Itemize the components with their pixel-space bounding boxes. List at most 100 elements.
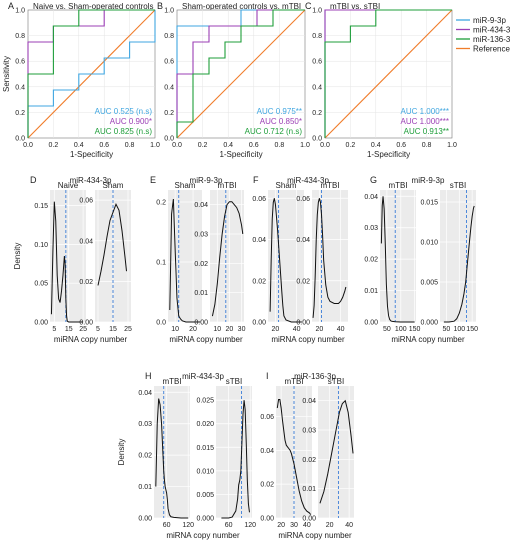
facet-panel bbox=[168, 190, 202, 322]
density-curve bbox=[269, 198, 302, 323]
y-tick-label: 0.025 bbox=[196, 398, 214, 405]
density-curve bbox=[319, 399, 354, 504]
roc-curve-mir-9-3p bbox=[27, 10, 156, 138]
y-tick-label: 0.4 bbox=[164, 84, 174, 91]
auc-label: AUC 0.975** bbox=[257, 107, 302, 116]
y-tick-label: 0.8 bbox=[164, 33, 174, 40]
density-curve bbox=[169, 198, 201, 323]
y-tick-label: 0.04 bbox=[138, 390, 152, 397]
roc-curve-mir-136-3p bbox=[27, 9, 155, 138]
x-tick-label: 0.2 bbox=[49, 142, 59, 149]
x-tick-label: 0.2 bbox=[198, 142, 208, 149]
x-tick-label: 1.0 bbox=[300, 142, 310, 149]
panel-letter: E bbox=[150, 175, 156, 185]
x-tick-label: 40 bbox=[293, 326, 301, 333]
x-tick-label: 40 bbox=[303, 522, 311, 529]
x-tick-label: 120 bbox=[182, 522, 194, 529]
y-tick-label: 0.010 bbox=[420, 240, 438, 247]
mirna-title: miR-9-3p bbox=[190, 176, 223, 185]
y-tick-label: 0.6 bbox=[312, 59, 322, 66]
y-tick-label: 0.0 bbox=[164, 136, 174, 143]
y-tick-label: 0.4 bbox=[15, 84, 25, 91]
x-tick-label: 40 bbox=[345, 522, 353, 529]
x-tick-label: 0.4 bbox=[371, 142, 381, 149]
x-tick-label: 10 bbox=[213, 326, 221, 333]
auc-label: AUC 0.712 (n.s) bbox=[245, 127, 303, 136]
x-tick-label: 0.0 bbox=[23, 142, 33, 149]
density-curve bbox=[312, 198, 347, 318]
y-tick-label: 0.01 bbox=[194, 290, 208, 297]
facet-label: Sham bbox=[103, 181, 124, 190]
x-tick-label: 0.4 bbox=[74, 142, 84, 149]
auc-label: AUC 0.900* bbox=[110, 117, 152, 126]
mirna-title: miR-434-3p bbox=[70, 176, 112, 185]
y-tick-label: 0.00 bbox=[138, 516, 152, 523]
x-tick-label: 0.2 bbox=[346, 142, 356, 149]
roc-curve-mir-136-3p bbox=[324, 9, 452, 138]
y-tick-label: 0.10 bbox=[34, 242, 48, 249]
y-tick-label: 0.02 bbox=[194, 261, 208, 268]
y-axis-label: Sensitivity bbox=[2, 56, 11, 92]
y-tick-label: 0.04 bbox=[194, 202, 208, 209]
panel-letter: A bbox=[8, 1, 14, 11]
x-axis-label: miRNA copy number bbox=[278, 531, 352, 540]
facet-panel bbox=[268, 190, 304, 322]
x-tick-label: 50 bbox=[443, 326, 451, 333]
facet-label: Naive bbox=[58, 181, 79, 190]
facet-panel bbox=[440, 190, 476, 322]
y-tick-label: 0.04 bbox=[296, 237, 310, 244]
x-tick-label: 50 bbox=[383, 326, 391, 333]
panel-letter: G bbox=[370, 175, 377, 185]
y-tick-label: 0.15 bbox=[34, 203, 48, 210]
legend-label: Reference bbox=[473, 44, 510, 53]
x-tick-label: 20 bbox=[316, 326, 324, 333]
y-tick-label: 0.04 bbox=[252, 237, 266, 244]
auc-label: AUC 1.000*** bbox=[401, 107, 449, 116]
x-tick-label: 1.0 bbox=[447, 142, 457, 149]
facet-label: mTBI bbox=[284, 377, 303, 386]
x-tick-label: 60 bbox=[225, 522, 233, 529]
panel-letter: B bbox=[157, 1, 163, 11]
y-tick-label: 0.04 bbox=[364, 194, 378, 201]
y-tick-label: 0.03 bbox=[302, 428, 316, 435]
panel-letter: C bbox=[305, 1, 312, 11]
x-tick-label: 25 bbox=[79, 326, 87, 333]
x-tick-label: 100 bbox=[453, 326, 465, 333]
auc-label: AUC 0.913** bbox=[404, 127, 449, 136]
y-tick-label: 0.015 bbox=[196, 445, 214, 452]
legend-label: miR-434-3p bbox=[473, 25, 510, 34]
roc-curve-mir-136-3p bbox=[176, 9, 305, 138]
y-tick-label: 0.8 bbox=[312, 33, 322, 40]
facet-label: mTBI bbox=[388, 181, 407, 190]
y-tick-label: 0.00 bbox=[34, 320, 48, 327]
density-curve bbox=[155, 398, 189, 519]
y-tick-label: 0.6 bbox=[164, 59, 174, 66]
auc-label: AUC 0.525 (n.s) bbox=[95, 107, 153, 116]
y-tick-label: 0.6 bbox=[15, 59, 25, 66]
x-tick-label: 0.8 bbox=[125, 142, 135, 149]
y-tick-label: 0.02 bbox=[138, 453, 152, 460]
y-tick-label: 0.06 bbox=[252, 196, 266, 203]
facet-label: sTBI bbox=[226, 377, 242, 386]
x-axis-label: miRNA copy number bbox=[54, 335, 128, 344]
y-tick-label: 0.06 bbox=[260, 414, 274, 421]
y-tick-label: 0.01 bbox=[138, 484, 152, 491]
y-tick-label: 0.005 bbox=[196, 492, 214, 499]
x-tick-label: 1.0 bbox=[150, 142, 160, 149]
y-tick-label: 0.01 bbox=[302, 486, 316, 493]
y-tick-label: 0.04 bbox=[79, 238, 93, 245]
x-tick-label: 15 bbox=[109, 326, 117, 333]
panel-title: Sham-operated controls vs. mTBI bbox=[182, 2, 301, 11]
y-tick-label: 0.06 bbox=[296, 196, 310, 203]
density-curve bbox=[211, 201, 244, 317]
x-tick-label: 0.6 bbox=[396, 142, 406, 149]
y-tick-label: 0.02 bbox=[252, 278, 266, 285]
y-tick-label: 0.015 bbox=[420, 200, 438, 207]
x-tick-label: 10 bbox=[171, 326, 179, 333]
y-tick-label: 0.01 bbox=[364, 288, 378, 295]
panel-letter: F bbox=[253, 175, 259, 185]
y-tick-label: 0.02 bbox=[296, 278, 310, 285]
y-axis-label: Density bbox=[117, 439, 126, 466]
x-tick-label: 20 bbox=[326, 522, 334, 529]
